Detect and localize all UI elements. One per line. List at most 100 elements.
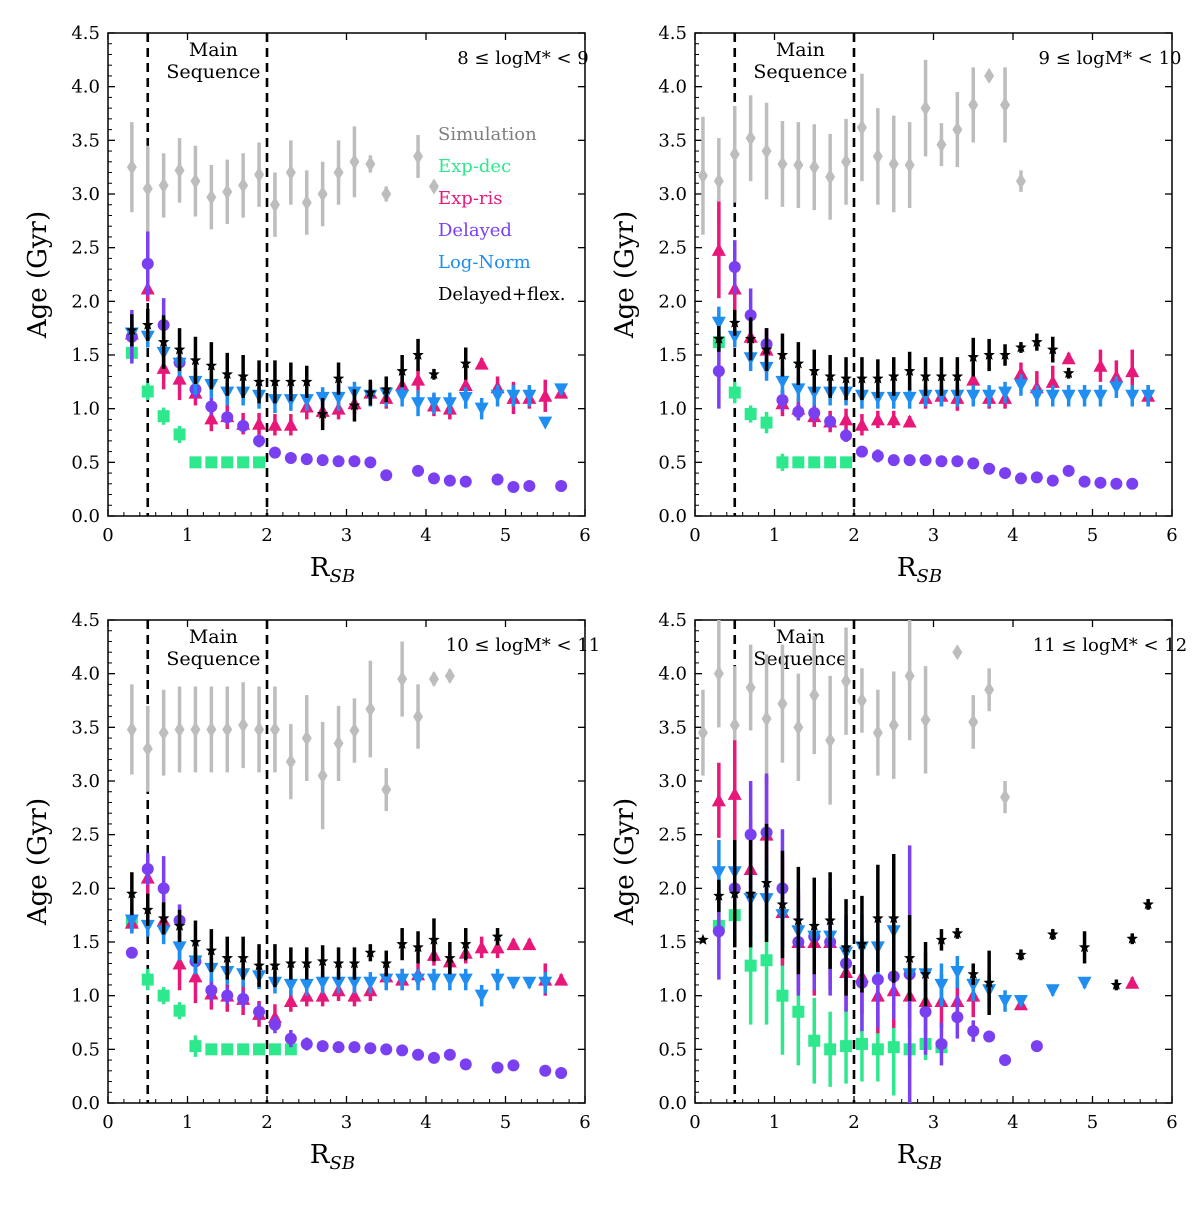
data-point bbox=[316, 454, 329, 467]
data-point bbox=[205, 359, 218, 371]
series-simulation bbox=[126, 122, 439, 237]
data-point bbox=[840, 456, 853, 469]
y-tick-label: 2.5 bbox=[658, 825, 687, 846]
data-point bbox=[315, 988, 330, 1002]
x-axis-title-main: R bbox=[310, 553, 331, 583]
panel-3: 0.0 0.5 1.0 1.5 2.0 2.5 3.0 3.5 4.0 4.5 0 1 2 3 4 5 6 Age… bbox=[23, 610, 600, 1174]
y-tick-label: 2.0 bbox=[658, 878, 687, 899]
data-point bbox=[745, 130, 756, 147]
x-axis-title: RSB bbox=[310, 1140, 355, 1174]
data-point bbox=[1014, 472, 1027, 485]
data-point bbox=[381, 186, 392, 202]
data-point bbox=[713, 332, 725, 344]
data-point bbox=[712, 365, 725, 378]
data-point bbox=[776, 989, 789, 1002]
data-point bbox=[792, 456, 805, 469]
data-point bbox=[792, 1005, 805, 1018]
data-point bbox=[1125, 975, 1140, 989]
data-point bbox=[125, 946, 138, 959]
x-tick-label: 2 bbox=[848, 525, 859, 546]
data-point bbox=[808, 1034, 821, 1047]
data-point bbox=[1109, 369, 1124, 383]
series-delayed bbox=[712, 240, 1139, 490]
series-simulation bbox=[697, 620, 1011, 814]
data-point bbox=[729, 887, 741, 899]
y-tick-label: 1.0 bbox=[71, 986, 100, 1007]
data-point bbox=[412, 1048, 425, 1061]
data-point bbox=[1045, 374, 1060, 388]
data-point bbox=[1093, 358, 1108, 372]
y-tick-label: 0.5 bbox=[658, 1039, 687, 1060]
legend-entry: Log-Norm bbox=[438, 252, 531, 273]
data-point bbox=[1141, 389, 1156, 403]
data-point bbox=[507, 1059, 520, 1072]
data-point bbox=[1110, 477, 1123, 490]
data-point bbox=[793, 719, 804, 736]
data-point bbox=[711, 316, 726, 330]
data-point bbox=[301, 194, 312, 211]
data-point bbox=[539, 1064, 552, 1077]
data-point bbox=[269, 721, 280, 738]
y-tick-label: 4.5 bbox=[658, 23, 687, 44]
data-point bbox=[936, 136, 947, 153]
data-point bbox=[491, 473, 504, 486]
x-tick-label: 6 bbox=[1166, 525, 1177, 546]
data-point bbox=[919, 968, 932, 980]
data-point bbox=[333, 735, 344, 752]
data-point bbox=[1061, 351, 1076, 365]
data-point bbox=[188, 969, 203, 983]
data-point bbox=[379, 973, 394, 987]
data-point bbox=[411, 372, 426, 386]
data-point bbox=[968, 713, 979, 730]
data-point bbox=[1109, 381, 1124, 395]
data-point bbox=[474, 356, 489, 370]
data-point bbox=[300, 453, 313, 466]
data-point bbox=[934, 978, 949, 992]
y-tick-label: 3.0 bbox=[71, 184, 100, 205]
data-point bbox=[283, 978, 298, 992]
data-point bbox=[395, 973, 410, 987]
data-point bbox=[254, 166, 265, 183]
series-log-norm bbox=[711, 306, 1156, 409]
data-point bbox=[966, 372, 981, 386]
x-axis-title: RSB bbox=[897, 553, 942, 587]
data-point bbox=[872, 724, 883, 741]
data-point bbox=[285, 164, 296, 181]
data-point bbox=[189, 1040, 202, 1053]
data-point bbox=[856, 372, 868, 384]
data-point bbox=[459, 475, 472, 488]
y-tick-label: 1.5 bbox=[658, 345, 687, 366]
data-point bbox=[252, 416, 267, 430]
data-point bbox=[999, 349, 1011, 360]
x-tick-label: 2 bbox=[261, 1112, 272, 1133]
data-point bbox=[745, 679, 756, 696]
data-point bbox=[364, 1042, 377, 1055]
data-point bbox=[713, 665, 724, 682]
data-point bbox=[299, 394, 314, 408]
data-point bbox=[172, 956, 187, 970]
data-point bbox=[365, 155, 376, 172]
x-tick-label: 6 bbox=[579, 1112, 590, 1133]
y-tick-label: 2.5 bbox=[658, 238, 687, 259]
data-point bbox=[506, 389, 521, 403]
y-tick-label: 2.5 bbox=[71, 238, 100, 259]
data-point bbox=[1125, 364, 1140, 378]
y-tick-label: 4.5 bbox=[71, 23, 100, 44]
data-point bbox=[888, 155, 899, 172]
y-tick-label: 3.0 bbox=[658, 184, 687, 205]
data-point bbox=[221, 368, 233, 380]
data-point bbox=[411, 397, 426, 411]
data-point bbox=[284, 1032, 297, 1045]
data-point bbox=[490, 940, 505, 954]
x-tick-label: 0 bbox=[689, 525, 700, 546]
y-tick-label: 0.5 bbox=[658, 452, 687, 473]
x-tick-label: 0 bbox=[102, 1112, 113, 1133]
series-exp-dec bbox=[125, 344, 266, 469]
data-point bbox=[1015, 948, 1027, 960]
data-point bbox=[886, 412, 901, 426]
main-sequence-label: Sequence bbox=[753, 648, 847, 670]
data-point bbox=[1030, 1040, 1043, 1053]
data-point bbox=[1013, 366, 1028, 380]
data-point bbox=[967, 351, 979, 362]
data-point bbox=[775, 375, 790, 389]
